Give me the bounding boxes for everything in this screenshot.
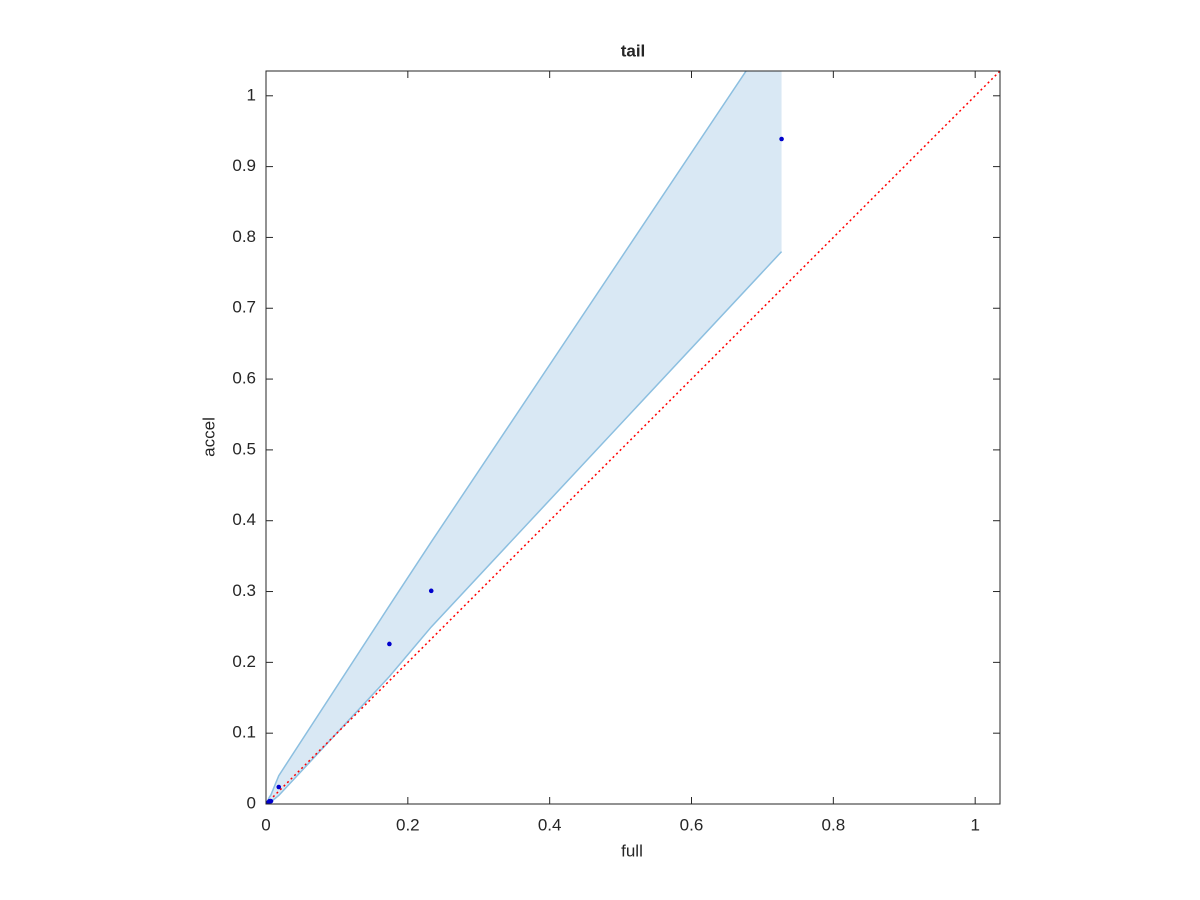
plot-area [266,71,1000,804]
y-axis-label: accel [199,417,218,457]
y-tick-label: 0.7 [232,298,256,317]
y-tick-label: 1 [247,85,256,104]
identity-line [266,71,1000,804]
x-axis-label: full [621,841,643,860]
y-tick-label: 0.5 [232,439,256,458]
point [268,798,274,804]
point [276,784,282,790]
x-tick-label: 0 [261,815,270,834]
y-tick-label: 0.1 [232,723,256,742]
y-tick-label: 0.8 [232,227,256,246]
y-tick-label: 0 [247,793,256,812]
y-tick-label: 0.3 [232,581,256,600]
x-tick-label: 0.2 [396,815,420,834]
x-tick-label: 0.8 [822,815,846,834]
x-tick-label: 0.6 [680,815,704,834]
point [428,588,434,594]
x-tick-label: 1 [970,815,979,834]
y-tick-label: 0.9 [232,156,256,175]
y-tick-label: 0.2 [232,652,256,671]
y-tick-label: 0.6 [232,369,256,388]
point [779,136,784,142]
x-tick-label: 0.4 [538,815,562,834]
axes-box [265,70,1001,805]
y-tick-label: 0.4 [232,510,256,529]
chart-title: tail [621,41,646,60]
band-fill [266,71,782,804]
point [387,641,392,647]
